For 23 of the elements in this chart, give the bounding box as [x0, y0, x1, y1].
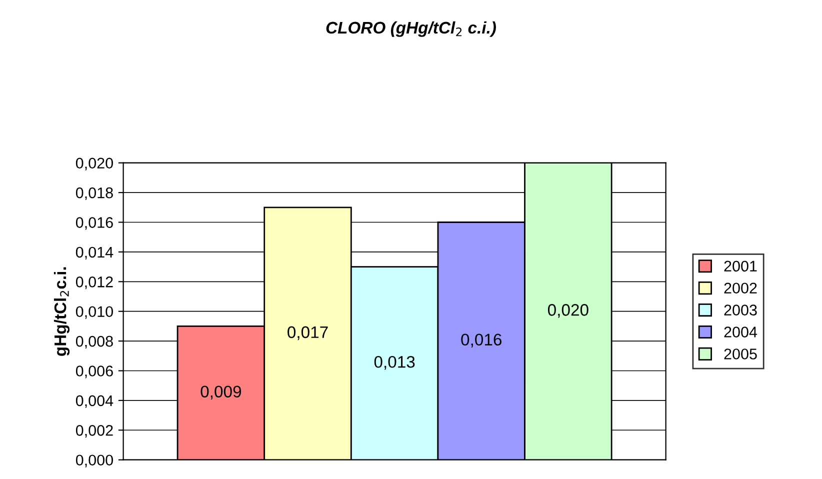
- y-tick-label: 0,000: [76, 454, 113, 468]
- data-label: 0,013: [374, 356, 415, 370]
- y-tick-label: 0,016: [76, 217, 113, 230]
- legend-label: 2001: [724, 260, 757, 272]
- legend-label: 2002: [724, 282, 757, 294]
- legend-label: 2005: [724, 348, 757, 360]
- y-tick-label: 0,004: [76, 395, 114, 408]
- y-axis-title: gHg/tCl$_{2}$c.i.: [54, 267, 70, 356]
- y-tick-label: 0,008: [76, 336, 113, 349]
- y-tick-label: 0,018: [76, 187, 113, 200]
- legend-label: 2004: [724, 326, 758, 338]
- y-tick-label: 0,002: [76, 425, 113, 438]
- chart-title: CLORO (gHg/tCl$_{2}$ c.i.): [326, 21, 496, 37]
- data-label: 0,020: [548, 304, 588, 318]
- data-label: 0,016: [461, 334, 502, 348]
- y-tick-label: 0,020: [76, 158, 113, 170]
- y-tick-label: 0,010: [76, 306, 113, 319]
- y-tick-label: 0,014: [76, 246, 114, 260]
- y-tick-label: 0,006: [76, 366, 113, 378]
- data-label: 0,009: [200, 386, 242, 400]
- data-label: 0,017: [288, 326, 328, 340]
- y-tick-label: 0,012: [76, 276, 113, 290]
- legend-label: 2003: [724, 304, 757, 316]
